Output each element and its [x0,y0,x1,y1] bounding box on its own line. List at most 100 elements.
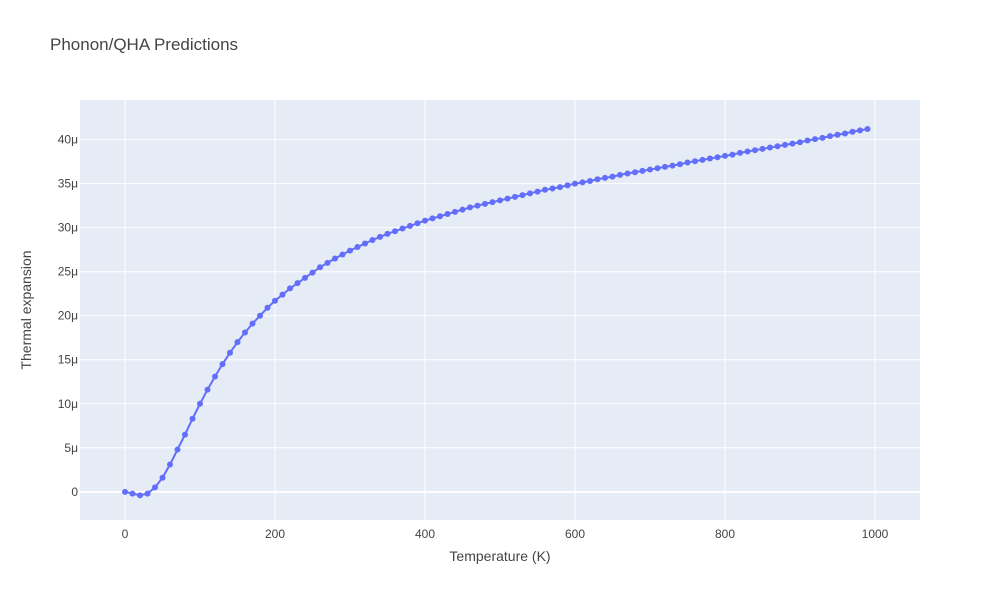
data-point[interactable] [422,217,428,224]
data-point[interactable] [459,206,466,213]
data-point[interactable] [249,320,256,327]
data-point[interactable] [527,190,533,197]
data-point[interactable] [512,193,518,200]
data-point[interactable] [467,204,473,211]
data-point[interactable] [827,133,833,140]
data-point[interactable] [729,151,736,158]
data-point[interactable] [407,222,413,229]
data-point[interactable] [572,180,578,187]
data-point[interactable] [377,233,383,240]
data-point[interactable] [647,166,653,173]
data-point[interactable] [167,461,173,468]
data-point[interactable] [692,158,698,165]
data-point[interactable] [362,240,368,247]
data-point[interactable] [557,184,563,191]
data-point[interactable] [857,127,863,134]
data-point[interactable] [197,400,203,407]
data-point[interactable] [204,386,211,393]
data-point[interactable] [519,192,526,199]
data-point[interactable] [699,156,706,163]
data-point[interactable] [714,154,721,161]
data-point[interactable] [392,228,398,235]
data-point[interactable] [144,490,151,497]
data-point[interactable] [272,297,278,304]
data-point[interactable] [234,339,241,346]
data-point[interactable] [834,131,841,138]
data-point[interactable] [414,220,421,227]
data-point[interactable] [444,211,451,218]
data-point[interactable] [632,169,638,176]
data-point[interactable] [684,159,691,166]
data-point[interactable] [624,170,631,177]
data-point[interactable] [797,139,803,146]
data-point[interactable] [669,162,676,169]
data-point[interactable] [279,291,286,298]
data-point[interactable] [324,259,331,266]
data-point[interactable] [369,237,376,243]
data-point[interactable] [332,255,338,262]
data-point[interactable] [227,349,233,356]
data-point[interactable] [174,446,181,453]
data-point[interactable] [474,202,481,209]
data-point[interactable] [654,165,661,172]
data-point[interactable] [617,171,623,178]
data-point[interactable] [219,361,226,368]
data-point[interactable] [317,264,323,271]
data-point[interactable] [189,415,196,422]
data-point[interactable] [707,155,713,162]
data-point[interactable] [137,492,143,499]
data-point[interactable] [602,174,608,181]
data-point[interactable] [774,143,781,150]
data-point[interactable] [354,244,361,251]
data-point[interactable] [594,176,601,183]
data-point[interactable] [257,312,263,319]
data-point[interactable] [564,182,571,189]
data-point[interactable] [264,304,271,311]
data-point[interactable] [812,136,818,143]
data-point[interactable] [309,269,316,276]
data-point[interactable] [662,163,668,170]
data-point[interactable] [819,134,826,141]
data-point[interactable] [489,199,496,206]
data-point[interactable] [482,200,488,207]
data-point[interactable] [129,490,136,497]
data-point[interactable] [587,178,593,185]
data-point[interactable] [182,431,188,438]
data-point[interactable] [609,173,616,180]
data-point[interactable] [759,145,766,152]
data-point[interactable] [677,161,683,168]
data-point[interactable] [452,208,458,215]
data-point[interactable] [549,185,556,192]
data-point[interactable] [347,247,353,254]
data-point[interactable] [744,148,751,155]
data-point[interactable] [287,285,293,292]
data-point[interactable] [302,274,308,281]
data-point[interactable] [767,144,773,151]
data-point[interactable] [429,215,436,222]
data-point[interactable] [579,179,586,186]
data-point[interactable] [842,130,848,137]
data-point[interactable] [737,149,743,156]
data-point[interactable] [752,147,758,154]
data-point[interactable] [152,484,158,491]
data-point[interactable] [242,329,248,336]
data-point[interactable] [437,213,443,220]
data-point[interactable] [534,188,541,195]
data-point[interactable] [159,474,166,481]
data-point[interactable] [789,140,796,147]
data-point[interactable] [294,280,301,287]
data-point[interactable] [864,126,871,133]
data-point[interactable] [339,251,346,258]
data-point[interactable] [212,373,218,380]
data-point[interactable] [722,152,728,159]
data-point[interactable] [639,167,646,174]
data-point[interactable] [542,186,548,193]
plot-area[interactable] [80,100,920,520]
data-point[interactable] [384,230,391,237]
data-point[interactable] [497,197,503,204]
data-point[interactable] [122,488,128,495]
data-point[interactable] [804,137,811,144]
data-point[interactable] [504,195,511,202]
data-point[interactable] [849,128,856,135]
data-point[interactable] [782,141,788,148]
